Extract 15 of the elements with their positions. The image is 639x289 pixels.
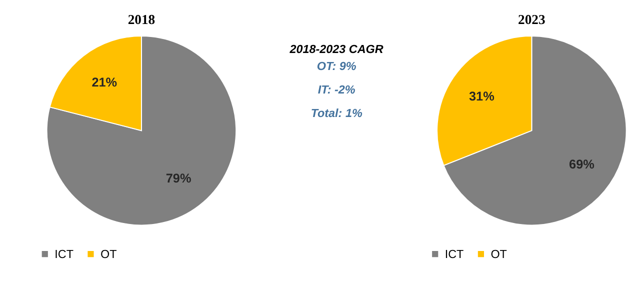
data-label: 21% bbox=[92, 76, 118, 90]
text: OT: 9% bbox=[316, 60, 357, 73]
text: Total: 1% bbox=[310, 106, 363, 120]
legend-label: ICT bbox=[54, 248, 74, 261]
data-label: 69% bbox=[569, 158, 594, 172]
text: 2018-2023 CAGR bbox=[288, 43, 384, 56]
pie-slice bbox=[46, 35, 236, 226]
legend-label: ICT bbox=[444, 248, 464, 261]
chart-title: 2018 bbox=[128, 12, 156, 27]
text: IT: -2% bbox=[318, 83, 356, 96]
data-label: 31% bbox=[468, 90, 494, 104]
legend-label: OT bbox=[490, 248, 507, 261]
legend-label: OT bbox=[100, 248, 117, 261]
chart-title: 2023 bbox=[518, 12, 546, 27]
data-label: 79% bbox=[166, 171, 192, 186]
